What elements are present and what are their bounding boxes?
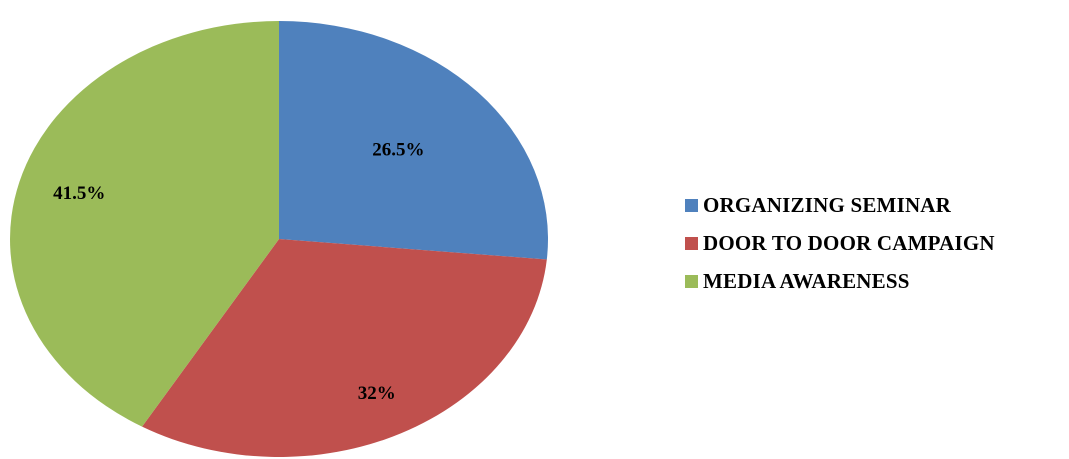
chart-legend: ORGANIZING SEMINAR DOOR TO DOOR CAMPAIGN… <box>685 186 995 300</box>
pie-slice <box>279 21 549 260</box>
legend-item-organizing-seminar: ORGANIZING SEMINAR <box>685 186 995 224</box>
legend-swatch <box>685 236 698 250</box>
legend-label: DOOR TO DOOR CAMPAIGN <box>703 230 995 255</box>
pie-slices <box>10 21 549 457</box>
legend-swatch <box>685 198 698 212</box>
legend-label: MEDIA AWARENESS <box>703 268 910 293</box>
pie-data-label: 41.5% <box>53 183 105 204</box>
pie-data-labels: 26.5% 32% 41.5% <box>53 139 424 403</box>
legend-item-door-to-door-campaign: DOOR TO DOOR CAMPAIGN <box>685 224 995 262</box>
legend-swatch <box>685 274 698 288</box>
pie-data-label: 32% <box>358 383 396 404</box>
pie-data-label: 26.5% <box>372 139 424 160</box>
legend-item-media-awareness: MEDIA AWARENESS <box>685 262 995 300</box>
legend-label: ORGANIZING SEMINAR <box>703 192 952 217</box>
pie-slice <box>10 21 279 427</box>
pie-slice <box>142 239 547 457</box>
